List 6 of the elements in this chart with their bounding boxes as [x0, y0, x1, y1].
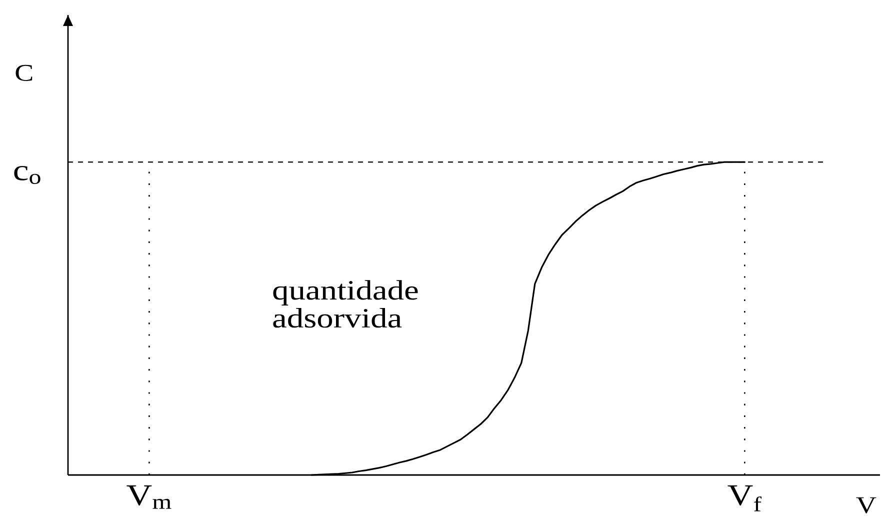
y-axis-title: C: [16, 64, 32, 81]
x-tick-label: V$_{m}$: [126, 485, 172, 509]
x-tick-label: V$_{f}$: [728, 485, 762, 512]
x-axis-title: V: [856, 497, 876, 514]
ref-line-label: c$_{o}$: [14, 166, 40, 184]
annotation: quantidade adsorvida: [273, 280, 418, 328]
